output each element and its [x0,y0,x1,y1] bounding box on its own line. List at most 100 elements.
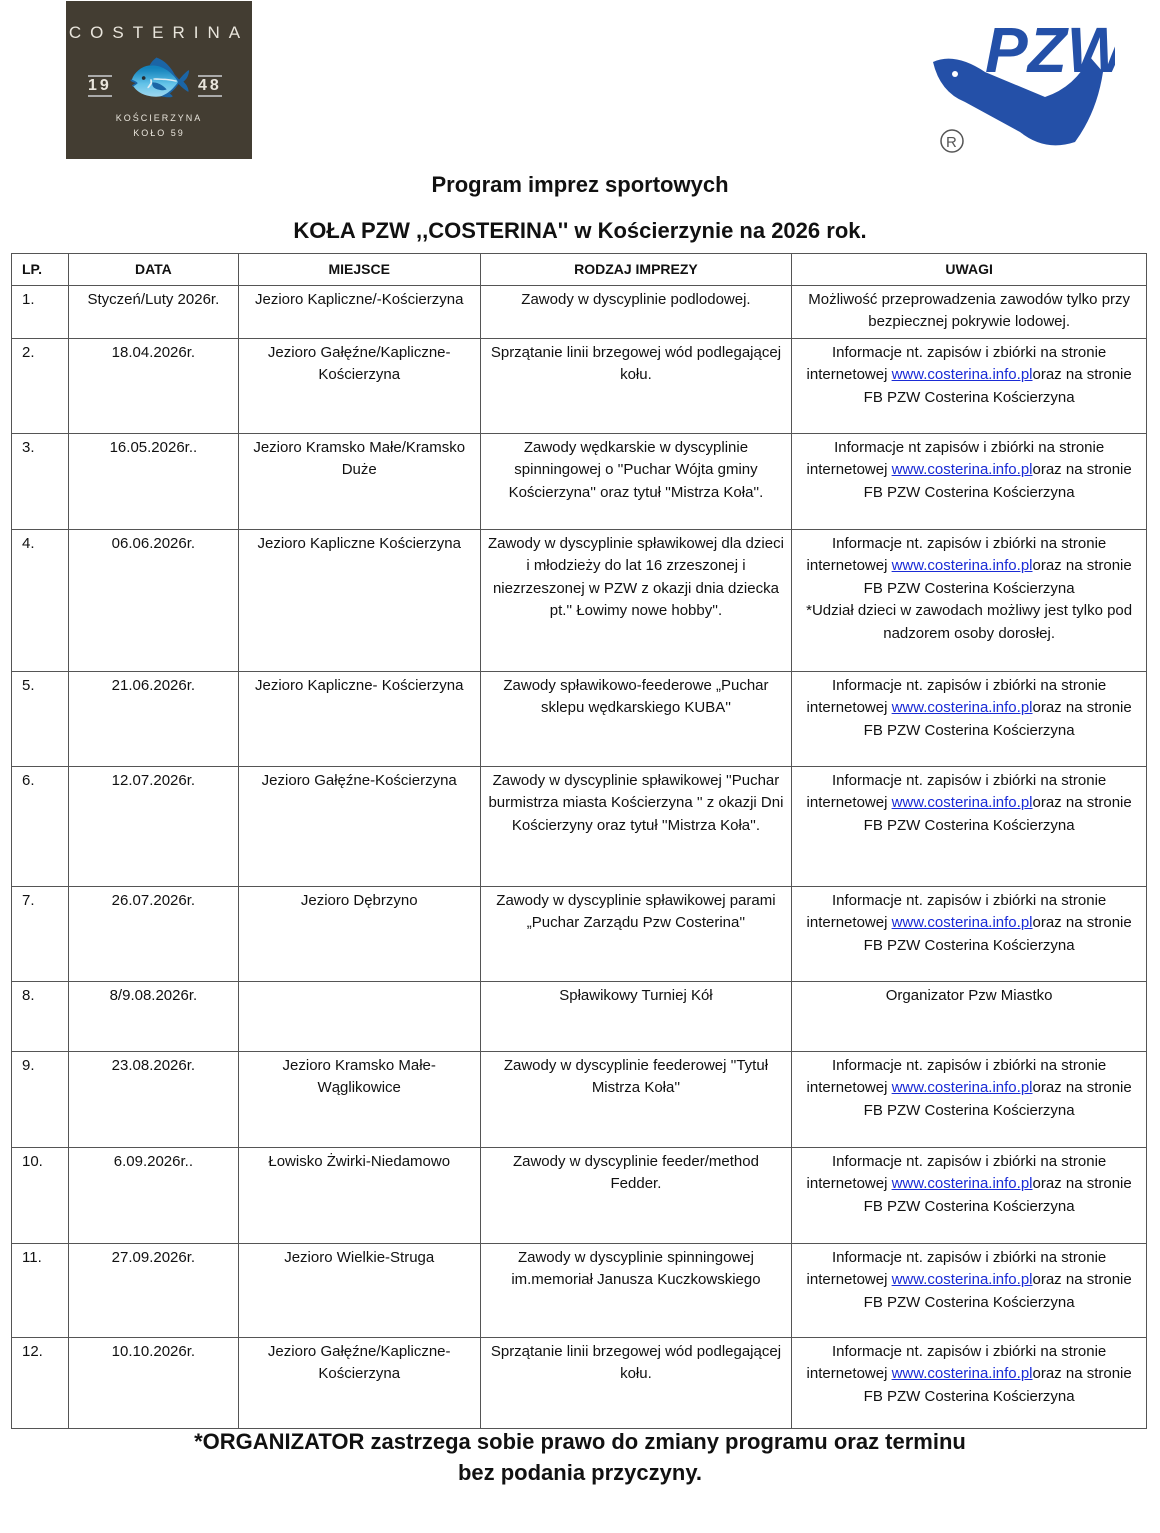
notes-after: oraz na stronie FB PZW Costerina Kościer… [863,1079,1132,1119]
notes-after: oraz na stronie FB PZW Costerina Kościer… [863,1365,1132,1405]
cell-notes: Informacje nt. zapisów i zbiórki na stro… [791,670,1147,767]
cell-notes: Organizator Pzw Miastko [791,980,1147,1052]
notes-text: Informacje nt. zapisów i zbiórki na stro… [806,676,1107,717]
notes-text: Informacje nt. zapisów i zbiórki na stro… [806,343,1107,384]
notes-text: Informacje nt. zapisów i zbiórki na stro… [806,891,1107,932]
notes-text: Informacje nt. zapisów i zbiórki na stro… [806,1056,1107,1097]
cell-notes: Możliwość przeprowadzenia zawodów tylko … [791,284,1147,339]
pzw-letters: PZW [985,14,1115,86]
cell-place [237,980,481,1052]
cell-place: Jezioro Gałęźne-Kościerzyna [237,765,481,887]
cell-lp: 12. [11,1336,69,1429]
cell-notes: Informacje nt. zapisów i zbiórki na stro… [791,765,1147,887]
cell-event: Sprzątanie linii brzegowej wód podlegają… [479,337,793,434]
cell-lp: 10. [11,1146,69,1244]
events-table: LP. DATA MIEJSCE RODZAJ IMPREZY UWAGI 1.… [11,253,1147,1429]
pzw-logo: PZW ×××××× R [933,14,1115,153]
header-lp: LP. [11,253,69,286]
cell-place: Jezioro Gałęźne/Kapliczne-Kościerzyna [237,1336,481,1429]
page-title: Program imprez sportowych [431,172,729,197]
cell-event: Zawody w dyscyplinie podlodowej. [479,284,793,339]
table-row: 1. Styczeń/Luty 2026r. Jezioro Kapliczne… [11,284,1147,339]
cell-event: Zawody w dyscyplinie spławikowej ''Pucha… [479,765,793,887]
table-row: 10. 6.09.2026r.. Łowisko Żwirki-Niedamow… [11,1146,1147,1244]
cell-notes: Informacje nt. zapisów i zbiórki na stro… [791,1050,1147,1148]
notes-after: oraz na stronie FB PZW Costerina Kościer… [863,1175,1132,1215]
cell-place: Jezioro Wielkie-Struga [237,1242,481,1338]
cell-lp: 5. [11,670,69,767]
cell-notes: Informacje nt. zapisów i zbiórki na stro… [791,528,1147,672]
cell-lp: 8. [11,980,69,1052]
table-row: 4. 06.06.2026r. Jezioro Kapliczne Koście… [11,528,1147,672]
website-link[interactable]: www.costerina.info.pl [891,794,1033,811]
cell-notes: Informacje nt zapisów i zbiórki na stron… [791,432,1147,530]
logo-year-left: 19 [88,75,112,97]
cell-event: Zawody wędkarskie w dyscyplinie spinning… [479,432,793,530]
cell-date: 12.07.2026r. [67,765,239,887]
cell-event: Zawody spławikowo-feederowe „Puchar skle… [479,670,793,767]
header-event: RODZAJ IMPREZY [479,253,793,286]
table-header-row: LP. DATA MIEJSCE RODZAJ IMPREZY UWAGI [11,253,1147,286]
notes-extra: *Udział dzieci w zawodach możliwy jest t… [806,602,1133,642]
cell-event: Zawody w dyscyplinie feeder/method Fedde… [479,1146,793,1244]
cell-place: Jezioro Gałęźne/Kapliczne-Kościerzyna [237,337,481,434]
table-row: 11. 27.09.2026r. Jezioro Wielkie-Struga … [11,1242,1147,1338]
cell-date: 06.06.2026r. [67,528,239,672]
cell-date: 18.04.2026r. [67,337,239,434]
cell-event: Zawody w dyscyplinie feederowej ''Tytuł … [479,1050,793,1148]
notes-text: Informacje nt. zapisów i zbiórki na stro… [806,1248,1107,1289]
cell-place: Jezioro Kapliczne/-Kościerzyna [237,284,481,339]
cell-date: 21.06.2026r. [67,670,239,767]
table-row: 7. 26.07.2026r. Jezioro Dębrzyno Zawody … [11,885,1147,982]
website-link[interactable]: www.costerina.info.pl [891,1365,1033,1382]
notes-after: oraz na stronie FB PZW Costerina Kościer… [863,914,1132,954]
cell-place: Jezioro Kramsko Małe-Wąglikowice [237,1050,481,1148]
cell-lp: 9. [11,1050,69,1148]
cell-place: Jezioro Kapliczne- Kościerzyna [237,670,481,767]
cell-lp: 6. [11,765,69,887]
website-link[interactable]: www.costerina.info.pl [891,557,1033,574]
cell-lp: 2. [11,337,69,434]
cell-lp: 7. [11,885,69,982]
cell-place: Łowisko Żwirki-Niedamowo [237,1146,481,1244]
logo-town: KOŚCIERZYNA [115,113,203,123]
cell-event: Zawody w dyscyplinie spinningowej im.mem… [479,1242,793,1338]
website-link[interactable]: www.costerina.info.pl [891,461,1033,478]
notes-text: Informacje nt. zapisów i zbiórki na stro… [806,771,1107,812]
table-row: 8. 8/9.08.2026r. Spławikowy Turniej Kół … [11,980,1147,1052]
cell-event: Zawody w dyscyplinie spławikowej dla dzi… [479,528,793,672]
cell-date: 6.09.2026r.. [67,1146,239,1244]
cell-event: Zawody w dyscyplinie spławikowej parami … [479,885,793,982]
header-notes: UWAGI [791,253,1147,286]
cell-place: Jezioro Kramsko Małe/Kramsko Duże [237,432,481,530]
cell-notes: Informacje nt. zapisów i zbiórki na stro… [791,1242,1147,1338]
cell-place: Jezioro Dębrzyno [237,885,481,982]
notes-after: oraz na stronie FB PZW Costerina Kościer… [863,1271,1132,1311]
table-row: 2. 18.04.2026r. Jezioro Gałęźne/Kapliczn… [11,337,1147,434]
website-link[interactable]: www.costerina.info.pl [891,914,1033,931]
costerina-logo: COSTERINA 🐟 19 48 KOŚCIERZYNA KOŁO 59 [66,1,252,159]
cell-lp: 3. [11,432,69,530]
cell-lp: 11. [11,1242,69,1338]
cell-event: Sprzątanie linii brzegowej wód podlegają… [479,1336,793,1429]
notes-after: oraz na stronie FB PZW Costerina Kościer… [863,557,1132,597]
svg-text:R: R [946,134,957,151]
website-link[interactable]: www.costerina.info.pl [891,1271,1033,1288]
footer-line-1: *ORGANIZATOR zastrzega sobie prawo do zm… [194,1429,966,1454]
logo-year-right: 48 [198,75,222,97]
footer-note: *ORGANIZATOR zastrzega sobie prawo do zm… [0,1426,1160,1488]
logo-name: COSTERINA [68,23,250,42]
website-link[interactable]: www.costerina.info.pl [891,366,1033,383]
website-link[interactable]: www.costerina.info.pl [891,699,1033,716]
cell-lp: 1. [11,284,69,339]
website-link[interactable]: www.costerina.info.pl [891,1175,1033,1192]
website-link[interactable]: www.costerina.info.pl [891,1079,1033,1096]
cell-notes: Informacje nt. zapisów i zbiórki na stro… [791,1336,1147,1429]
cell-lp: 4. [11,528,69,672]
table-row: 3. 16.05.2026r.. Jezioro Kramsko Małe/Kr… [11,432,1147,530]
notes-text: Informacje nt. zapisów i zbiórki na stro… [806,534,1107,575]
fish-icon: 🐟 [126,46,194,106]
notes-after: oraz na stronie FB PZW Costerina Kościer… [863,461,1132,501]
table-row: 6. 12.07.2026r. Jezioro Gałęźne-Kościerz… [11,765,1147,887]
cell-date: 10.10.2026r. [67,1336,239,1429]
